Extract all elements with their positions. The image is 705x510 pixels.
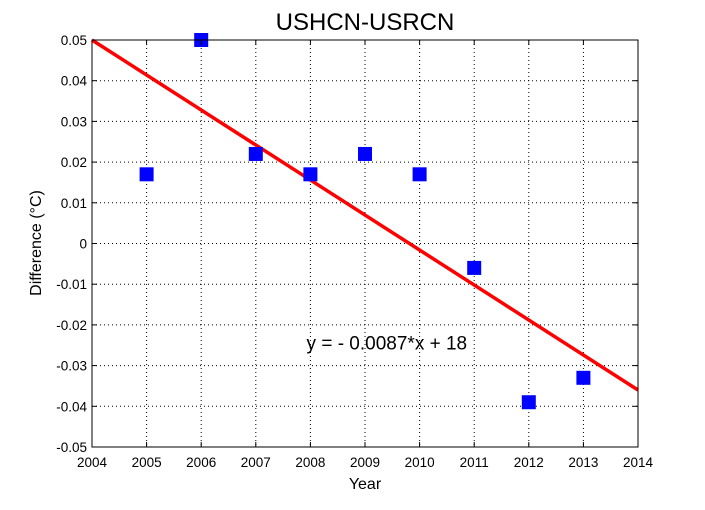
x-tick-label: 2006 — [186, 455, 216, 470]
y-tick-label: 0.04 — [61, 74, 88, 89]
x-tick-label: 2009 — [350, 455, 380, 470]
data-point — [303, 167, 318, 182]
regression-equation: y = - 0.0087*x + 18 — [307, 333, 468, 354]
x-tick-label: 2008 — [295, 455, 325, 470]
y-tick-label: 0.01 — [61, 196, 87, 211]
data-point — [521, 395, 536, 410]
y-tick-label: -0.03 — [56, 359, 87, 374]
y-tick-label: -0.02 — [56, 318, 87, 333]
data-point — [358, 146, 372, 161]
axis-ticks: 2004 2005 2006 2007 2008 2009 2010 2011 2012 2013… — [56, 33, 653, 470]
x-tick-label: 2013 — [568, 455, 598, 470]
x-tick-label: 2014 — [623, 455, 654, 470]
x-tick-label: 2005 — [132, 455, 162, 470]
y-tick-label: 0.05 — [61, 33, 87, 48]
data-point — [412, 167, 427, 182]
x-tick-label: 2004 — [77, 455, 108, 470]
x-tick-label: 2007 — [241, 455, 271, 470]
x-tick-label: 2010 — [405, 455, 435, 470]
data-point — [248, 146, 263, 161]
y-tick-label: -0.01 — [56, 277, 87, 292]
x-axis-label: Year — [349, 476, 382, 493]
data-point — [576, 370, 591, 385]
data-layer: y = - 0.0087*x + 18 — [91, 33, 639, 410]
chart-title: USHCN-USRCN — [276, 9, 455, 36]
y-tick-label: -0.04 — [56, 399, 87, 414]
data-point — [139, 167, 154, 182]
y-tick-label: 0.02 — [61, 155, 87, 170]
y-tick-label: 0.03 — [61, 114, 87, 129]
x-tick-label: 2012 — [514, 455, 544, 470]
data-point — [467, 260, 482, 275]
trend-line — [91, 38, 639, 392]
y-axis-label: Difference (°C) — [28, 190, 45, 296]
y-tick-label: -0.05 — [56, 440, 87, 455]
y-tick-label: 0 — [79, 237, 87, 252]
grid-lines — [92, 40, 638, 447]
x-tick-label: 2011 — [460, 455, 489, 470]
